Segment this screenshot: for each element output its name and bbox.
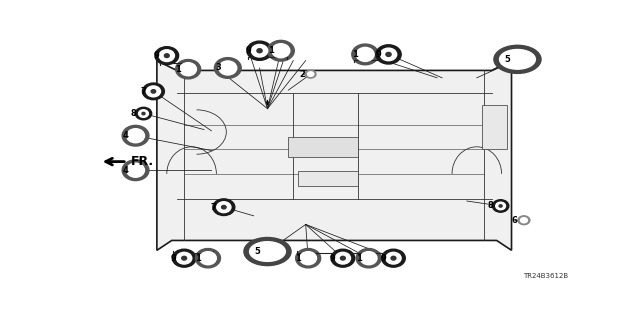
- Ellipse shape: [376, 45, 401, 64]
- Text: 9: 9: [381, 254, 387, 263]
- Text: 1: 1: [195, 254, 201, 263]
- Text: 9: 9: [154, 51, 160, 60]
- Ellipse shape: [143, 83, 164, 100]
- Ellipse shape: [307, 72, 314, 76]
- Text: 5: 5: [255, 247, 260, 256]
- Text: 9: 9: [170, 254, 176, 263]
- Ellipse shape: [221, 205, 226, 209]
- Ellipse shape: [272, 44, 290, 58]
- Ellipse shape: [305, 70, 316, 78]
- Ellipse shape: [499, 205, 502, 207]
- Ellipse shape: [172, 249, 196, 267]
- Text: 8: 8: [488, 202, 493, 211]
- Text: 1: 1: [295, 254, 301, 263]
- Ellipse shape: [159, 50, 175, 61]
- Ellipse shape: [250, 242, 285, 261]
- Ellipse shape: [182, 256, 187, 260]
- Ellipse shape: [300, 252, 317, 265]
- Ellipse shape: [244, 237, 291, 266]
- Text: 9: 9: [330, 254, 336, 263]
- Ellipse shape: [391, 256, 396, 260]
- Ellipse shape: [195, 249, 220, 268]
- Ellipse shape: [147, 86, 161, 97]
- Ellipse shape: [122, 125, 149, 146]
- Text: 6: 6: [511, 216, 517, 225]
- Polygon shape: [157, 60, 511, 250]
- Ellipse shape: [257, 49, 262, 53]
- Ellipse shape: [268, 40, 294, 61]
- Ellipse shape: [520, 218, 527, 223]
- Ellipse shape: [381, 249, 405, 267]
- Text: 2: 2: [300, 70, 305, 79]
- Ellipse shape: [247, 41, 272, 60]
- Ellipse shape: [219, 61, 237, 75]
- Ellipse shape: [296, 249, 321, 268]
- Text: 1: 1: [268, 46, 274, 55]
- Text: 1: 1: [175, 65, 181, 74]
- Text: 3: 3: [215, 63, 221, 72]
- FancyBboxPatch shape: [288, 137, 358, 157]
- Text: 9: 9: [376, 50, 381, 59]
- Ellipse shape: [360, 252, 377, 265]
- Text: 9: 9: [246, 46, 252, 55]
- Ellipse shape: [335, 252, 351, 264]
- Text: 8: 8: [131, 109, 136, 118]
- Ellipse shape: [386, 52, 391, 56]
- Ellipse shape: [356, 47, 374, 61]
- Ellipse shape: [213, 199, 235, 215]
- Ellipse shape: [496, 202, 506, 210]
- Ellipse shape: [142, 112, 145, 115]
- Text: FR.: FR.: [131, 155, 154, 168]
- Ellipse shape: [175, 60, 200, 79]
- Text: 1: 1: [353, 50, 358, 59]
- Ellipse shape: [380, 48, 397, 61]
- Ellipse shape: [340, 256, 346, 260]
- Ellipse shape: [492, 200, 509, 212]
- FancyBboxPatch shape: [482, 105, 507, 149]
- Ellipse shape: [252, 44, 268, 57]
- Ellipse shape: [155, 47, 179, 65]
- Ellipse shape: [494, 45, 541, 73]
- Ellipse shape: [139, 110, 148, 117]
- Ellipse shape: [500, 50, 536, 69]
- Text: 7: 7: [141, 87, 147, 96]
- Text: 4: 4: [123, 166, 129, 175]
- Ellipse shape: [200, 252, 216, 265]
- Ellipse shape: [386, 252, 401, 264]
- Ellipse shape: [164, 54, 169, 58]
- Text: 7: 7: [210, 203, 216, 212]
- Text: 1: 1: [356, 254, 362, 263]
- Ellipse shape: [352, 44, 379, 65]
- Ellipse shape: [214, 58, 241, 78]
- Ellipse shape: [127, 163, 145, 177]
- Text: TR24B3612B: TR24B3612B: [524, 273, 568, 279]
- Ellipse shape: [127, 129, 145, 143]
- Ellipse shape: [217, 202, 231, 212]
- Ellipse shape: [135, 107, 152, 120]
- Ellipse shape: [180, 63, 196, 76]
- Text: 4: 4: [123, 131, 129, 140]
- Ellipse shape: [122, 160, 149, 180]
- Ellipse shape: [331, 249, 355, 267]
- Ellipse shape: [356, 249, 381, 268]
- Text: 5: 5: [504, 55, 511, 64]
- Ellipse shape: [151, 90, 156, 93]
- Ellipse shape: [518, 216, 530, 225]
- Ellipse shape: [177, 252, 192, 264]
- FancyBboxPatch shape: [298, 172, 358, 186]
